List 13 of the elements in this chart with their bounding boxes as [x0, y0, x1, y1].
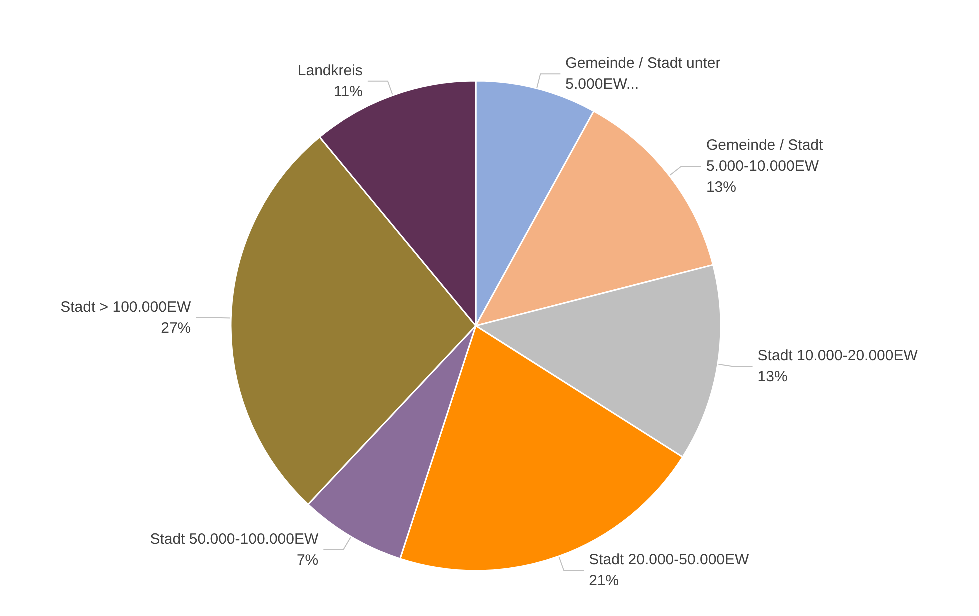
data-label: 21%: [589, 572, 620, 590]
data-label: 7%: [296, 552, 319, 569]
slice-label: Gemeinde / Stadt unter 5.000EW...: [566, 55, 725, 94]
data-label: 13%: [758, 368, 788, 386]
data-label: 11%: [334, 83, 363, 100]
slice-label: Stadt 20.000-50.000EW: [589, 552, 750, 569]
slice-label: Landkreis: [298, 62, 363, 80]
data-label: 27%: [161, 320, 192, 337]
data-label: 13%: [706, 179, 736, 196]
slice-label: Stadt 50.000-100.000EW: [150, 530, 320, 548]
slice-label: Gemeinde / Stadt 5.000-10.000EW: [706, 137, 828, 176]
slice-label: Stadt 10.000-20.000EW: [758, 348, 919, 365]
slice-label: Stadt > 100.000EW: [60, 298, 192, 316]
